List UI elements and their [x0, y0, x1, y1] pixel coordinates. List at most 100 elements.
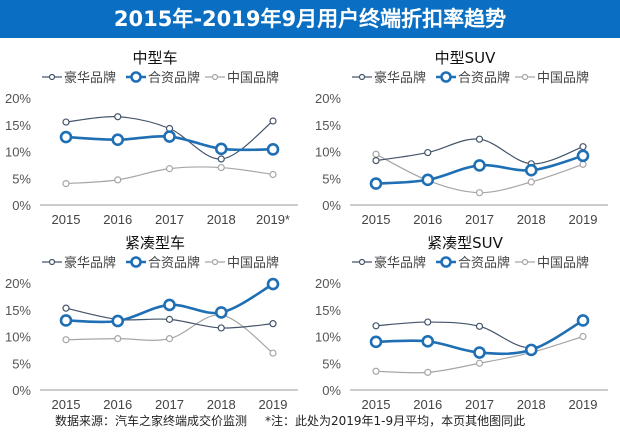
- y-tick-label: 10%: [315, 145, 341, 160]
- data-point: [62, 304, 70, 312]
- y-tick-label: 0%: [322, 198, 341, 213]
- legend-item: 中国品牌: [515, 70, 589, 86]
- y-tick-label: 5%: [322, 171, 341, 186]
- x-tick-label: 2018: [517, 397, 546, 412]
- y-tick-label: 0%: [12, 383, 31, 398]
- data-point: [269, 170, 277, 179]
- x-tick-label: 2017: [465, 212, 494, 227]
- footnote: *注：此处为2019年1-9月平均，本页其他图同此: [265, 414, 526, 428]
- chart-title: 紧凑型SUV: [427, 234, 504, 252]
- data-point: [369, 177, 383, 190]
- legend-label: 合资品牌: [148, 70, 200, 86]
- y-tick-label: 0%: [12, 198, 31, 213]
- legend-marker: [130, 256, 142, 268]
- y-tick-label: 20%: [5, 276, 31, 291]
- x-tick-label: 2015: [362, 397, 391, 412]
- legend-label: 中国品牌: [227, 70, 279, 86]
- legend-marker: [358, 258, 366, 266]
- legend-item: 豪华品牌: [352, 255, 426, 271]
- data-point: [269, 117, 277, 125]
- data-point: [424, 318, 432, 326]
- data-point: [217, 163, 225, 172]
- x-tick-label: 2017: [155, 397, 184, 412]
- data-point: [165, 165, 174, 173]
- y-tick-label: 5%: [322, 356, 341, 371]
- x-tick-label: 2016: [103, 212, 132, 227]
- x-tick-label: 2018: [517, 212, 546, 227]
- source-note: 数据来源：汽车之家终端成交价监测: [55, 414, 248, 428]
- data-point: [524, 163, 538, 177]
- data-point: [269, 320, 277, 328]
- data-point: [165, 335, 174, 343]
- y-tick-label: 5%: [12, 356, 31, 371]
- data-point: [269, 349, 277, 357]
- legend-item: 豪华品牌: [42, 70, 116, 86]
- data-point: [165, 315, 174, 323]
- legend-item: 豪华品牌: [42, 255, 116, 271]
- data-point: [214, 306, 228, 319]
- data-point: [473, 346, 486, 359]
- data-point: [114, 335, 122, 343]
- data-point: [576, 314, 590, 327]
- data-point: [111, 133, 125, 147]
- x-tick-label: 2017: [155, 212, 184, 227]
- data-point: [473, 159, 486, 172]
- data-point: [163, 130, 176, 143]
- series-合资品牌: [369, 314, 590, 359]
- series-合资品牌: [59, 277, 280, 328]
- x-tick-label: 2015: [52, 397, 81, 412]
- data-point: [576, 149, 590, 163]
- data-point: [266, 143, 280, 156]
- data-point: [217, 324, 225, 332]
- x-tick-label: 2016: [103, 397, 132, 412]
- data-point: [111, 314, 125, 328]
- data-point: [579, 160, 587, 168]
- legend-marker: [211, 73, 219, 81]
- y-tick-label: 15%: [5, 118, 31, 133]
- series-合资品牌: [59, 130, 280, 156]
- chart-title: 中型车: [132, 49, 177, 67]
- y-tick-label: 15%: [5, 303, 31, 318]
- legend-marker: [48, 73, 56, 81]
- legend-marker: [521, 258, 529, 266]
- data-point: [424, 368, 432, 376]
- y-tick-label: 10%: [5, 145, 31, 160]
- x-tick-label: 2019: [569, 397, 598, 412]
- series-中国品牌: [372, 150, 587, 197]
- data-point: [372, 156, 380, 165]
- chart-title: 紧凑型车: [125, 234, 185, 252]
- series-豪华品牌: [372, 135, 587, 168]
- y-tick-label: 0%: [322, 383, 341, 398]
- data-point: [372, 150, 380, 158]
- legend-label: 豪华品牌: [64, 255, 116, 271]
- data-point: [524, 343, 538, 357]
- legend-item: 合资品牌: [436, 255, 510, 271]
- data-point: [59, 314, 73, 327]
- legend-marker: [48, 258, 56, 266]
- data-point: [59, 130, 73, 144]
- data-point: [214, 142, 228, 156]
- legend-marker: [440, 256, 452, 268]
- x-tick-label: 2017: [465, 397, 494, 412]
- chart-title: 中型SUV: [435, 49, 497, 67]
- legend-label: 豪华品牌: [374, 255, 426, 271]
- x-tick-label: 2019: [259, 397, 288, 412]
- data-point: [62, 180, 70, 188]
- data-point: [114, 113, 122, 121]
- y-tick-label: 20%: [315, 276, 341, 291]
- legend-item: 中国品牌: [515, 255, 589, 271]
- legend-marker: [358, 73, 366, 81]
- series-合资品牌: [369, 149, 590, 190]
- data-point: [579, 143, 587, 151]
- legend-label: 中国品牌: [227, 255, 279, 271]
- y-tick-label: 5%: [12, 171, 31, 186]
- legend-marker: [130, 71, 142, 83]
- x-tick-label: 2018: [207, 212, 236, 227]
- legend-label: 中国品牌: [537, 70, 589, 86]
- data-point: [475, 322, 484, 330]
- data-point: [163, 298, 176, 312]
- legend-label: 中国品牌: [537, 255, 589, 271]
